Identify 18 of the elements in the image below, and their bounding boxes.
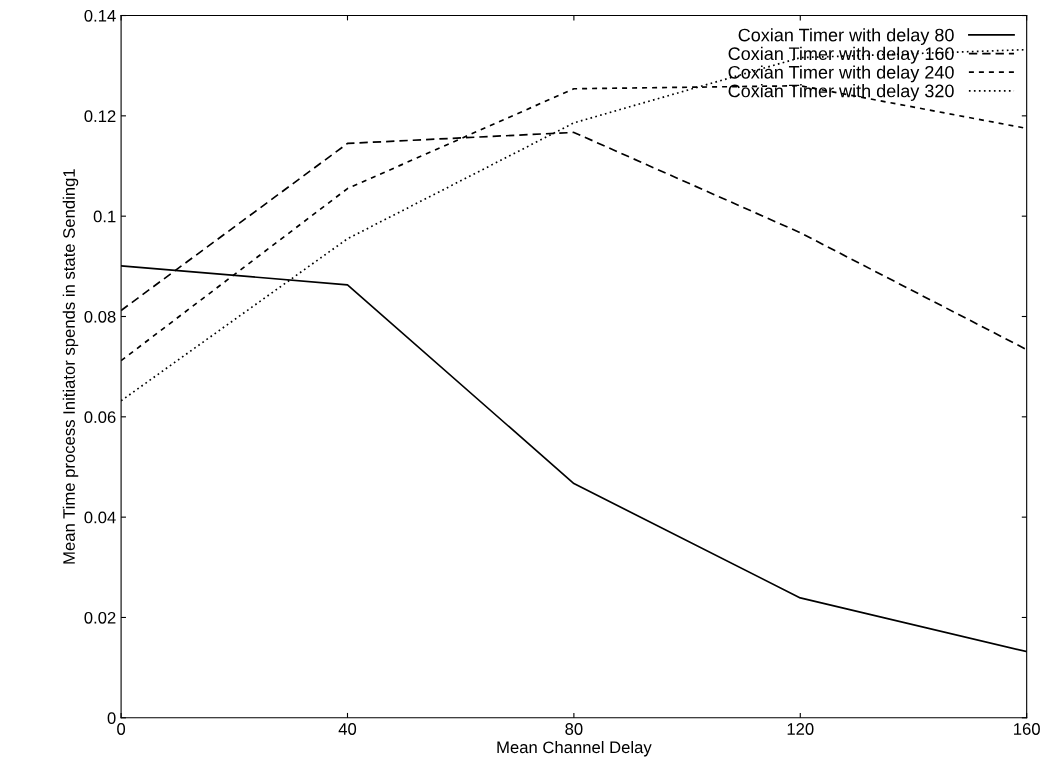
x-tick-label: 120 bbox=[787, 723, 814, 735]
y-tick-label: 0.14 bbox=[84, 9, 116, 22]
x-tick-label: 80 bbox=[565, 723, 583, 735]
y-tick-label: 0.02 bbox=[84, 611, 116, 624]
x-tick-label: 0 bbox=[117, 723, 126, 735]
y-tick-label: 0.08 bbox=[84, 310, 116, 323]
x-tick-label: 160 bbox=[1014, 723, 1040, 735]
x-axis-title: Mean Channel Delay bbox=[497, 740, 652, 757]
y-tick-label: 0.12 bbox=[84, 110, 116, 123]
y-tick-label: 0 bbox=[107, 712, 116, 724]
y-axis-title: Mean Time process Initiator spends in state Sending1 bbox=[62, 169, 79, 564]
y-tick-label: 0.04 bbox=[84, 511, 116, 524]
x-tick-label: 40 bbox=[338, 723, 357, 735]
legend-label: Coxian Timer with delay 80 bbox=[738, 28, 954, 45]
y-tick-label: 0.1 bbox=[93, 210, 116, 223]
y-tick-label: 0.06 bbox=[84, 411, 116, 424]
legend-label: Coxian Timer with delay 160 bbox=[728, 46, 954, 64]
legend-label: Coxian Timer with delay 320 bbox=[728, 84, 954, 101]
